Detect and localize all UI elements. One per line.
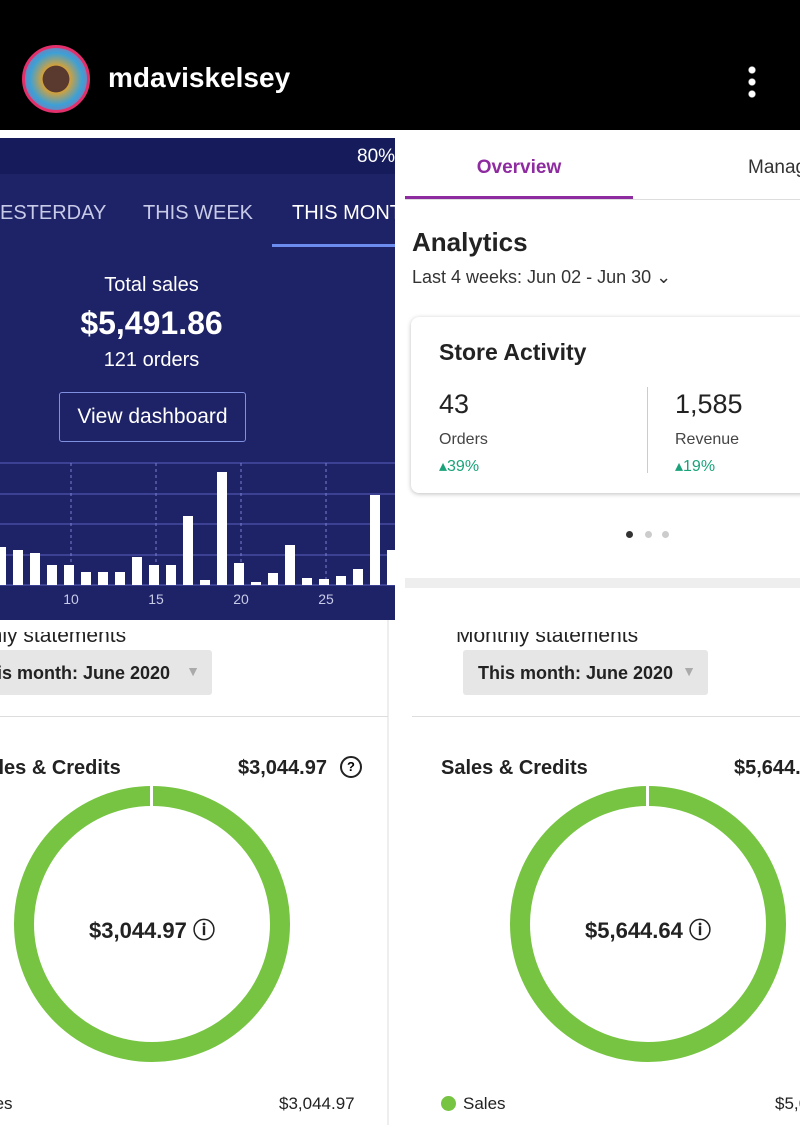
x-tick-label: 25 [318,591,334,607]
section-amount: $5,644.64 [734,757,800,779]
metric-label: Orders [439,431,488,448]
bar [149,565,159,585]
bar [47,565,57,585]
metric-change: ▴39% [439,458,480,475]
section-title: Sales & Credits [0,757,121,779]
divider [405,199,800,200]
bar [319,579,329,585]
x-tick-label: 20 [233,591,249,607]
bar [353,569,363,585]
bar [217,472,227,585]
bar [302,578,312,585]
metric-value: 43 [439,389,470,419]
caret: ▼ [186,663,200,679]
legend-dot [441,1096,456,1111]
bar [268,573,278,585]
username[interactable]: mdaviskelsey [108,62,291,93]
right-panel: Overview Manag Analytics Last 4 weeks: J… [405,130,800,580]
bar [285,545,295,585]
tab[interactable]: THIS WEEK [143,202,254,224]
bar [370,495,380,585]
donut-center: $3,044.97 ⓘ [89,918,215,943]
total-label: Total sales [104,274,199,296]
help-icon: ? [340,756,362,778]
store-activity-card: Store Activity 43 Orders ▴39% 1,585 Revenue ▴… [411,317,800,493]
menu[interactable] [748,64,756,98]
metric-value: 1,585 [675,389,743,419]
status-bar [0,138,395,174]
statement-panel: Monthly statements This month: June 2020 ▼… [0,590,388,1125]
legend-value: $3,044.97 [279,1094,355,1113]
month: This month: June 2020 [478,663,674,683]
month-dropdown[interactable]: This month: June 2020 ▼ [463,650,708,695]
page-dot [662,531,669,538]
bar [64,565,74,585]
sales-chart: 10 15 20 25 [0,462,395,607]
bar [166,565,176,585]
center-value: $3,044.97 [89,918,187,943]
divider [0,716,388,717]
bar [13,550,23,585]
bar [132,557,142,585]
tab[interactable]: Overview [476,157,562,178]
tab[interactable]: Manag [748,157,800,178]
donut-gap [646,784,649,808]
separator [405,578,800,588]
legend-label: Sales [463,1094,506,1113]
month-dropdown[interactable]: This month: June 2020 ▼ [0,650,212,695]
bar [234,563,244,585]
metric-label: Revenue [675,431,740,448]
bar [81,572,91,585]
bar [0,547,6,585]
bar [336,576,346,585]
period: Last 4 weeks: Jun 02 - Jun 30 [412,267,652,287]
month: This month: June 2020 [0,663,171,683]
section-title: Sales & Credits [441,757,588,779]
heading: Monthly statements [456,624,639,647]
bar [200,580,210,585]
card-title: Store Activity [439,339,587,365]
divider [647,387,648,473]
orders: 121 orders [103,349,200,371]
change-value: 19% [683,458,716,475]
page-dot [645,531,652,538]
change-value: 39% [447,458,480,475]
x-tick-label: 15 [148,591,164,607]
bar [98,572,108,585]
analytics-title: Analytics [412,227,528,257]
view-dashboard-button[interactable]: View dashboard [59,392,246,442]
top-bar: mdaviskelsey [0,0,800,130]
page-dot [626,531,633,538]
period-selector[interactable]: Last 4 weeks: Jun 02 - Jun 30 ⌄ [412,267,672,287]
center-value: $5,644.64 [585,918,683,943]
separator [387,620,389,1125]
donut-center: $5,644.64 ⓘ [585,918,711,943]
tab[interactable]: THIS MONT [292,202,395,224]
tab-underline [405,196,633,199]
bar [115,572,125,585]
tab[interactable]: ESTERDAY [0,202,107,224]
avatar[interactable] [22,45,90,113]
section-amount: $3,044.97 [238,757,327,779]
donut-gap [150,784,153,808]
divider [412,716,800,717]
left-panel: 80% ESTERDAY THIS WEEK THIS MONT Total s… [0,138,395,620]
bar [251,582,261,585]
legend-label: Sales [0,1094,13,1113]
bar [30,553,40,585]
total-value: $5,491.86 [80,305,223,341]
battery: 80% [357,146,395,167]
caret: ▼ [682,663,696,679]
x-tick-label: 10 [63,591,79,607]
legend-value: $5,644.64 [775,1094,800,1113]
heading: Monthly statements [0,624,127,647]
metric-change: ▴19% [675,458,716,475]
tab-underline [272,244,395,247]
bar [387,550,395,585]
bar [183,516,193,585]
statement-panel: Monthly statements This month: June 2020 ▼… [412,590,800,1125]
